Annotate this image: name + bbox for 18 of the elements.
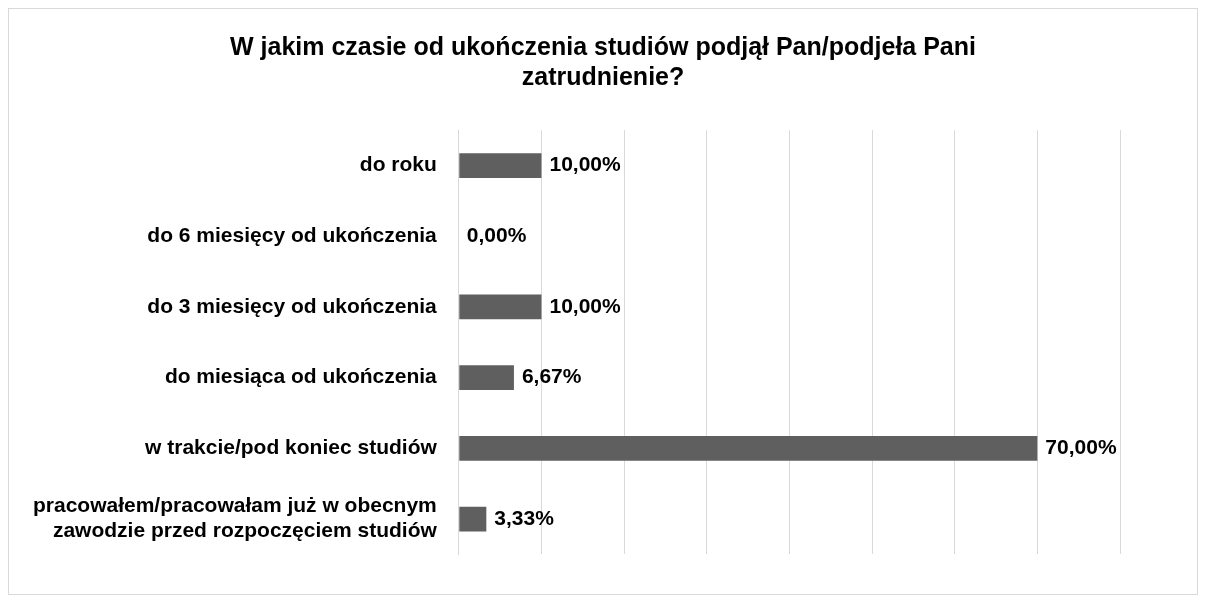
data-label: 3,33% — [494, 505, 555, 529]
data-label: 6,67% — [521, 364, 582, 388]
data-label: 10,00% — [549, 293, 621, 317]
bar — [459, 153, 542, 178]
y-tick-label: do roku — [359, 152, 437, 176]
chart-title: W jakim czasie od ukończenia studiów podjął Pan/podjeła Pani zatrudnienie? — [229, 31, 977, 91]
y-tick-label: pracowałem/pracowałam już w obecnym zawodzie przed rozpoczęciem studiów — [32, 493, 438, 542]
y-tick-label: do 6 miesięcy od ukończenia — [147, 223, 438, 247]
bar — [459, 365, 514, 391]
bar — [459, 506, 487, 532]
bar — [459, 435, 1038, 461]
data-label: 0,00% — [466, 223, 527, 247]
y-tick-label: do miesiąca od ukończenia — [164, 364, 438, 388]
y-tick-label: w trakcie/pod koniec studiów — [144, 435, 438, 459]
data-label: 70,00% — [1045, 435, 1117, 459]
bar — [459, 294, 542, 320]
y-tick-label: do 3 miesięcy od ukończenia — [147, 293, 438, 317]
data-label: 10,00% — [549, 152, 621, 176]
